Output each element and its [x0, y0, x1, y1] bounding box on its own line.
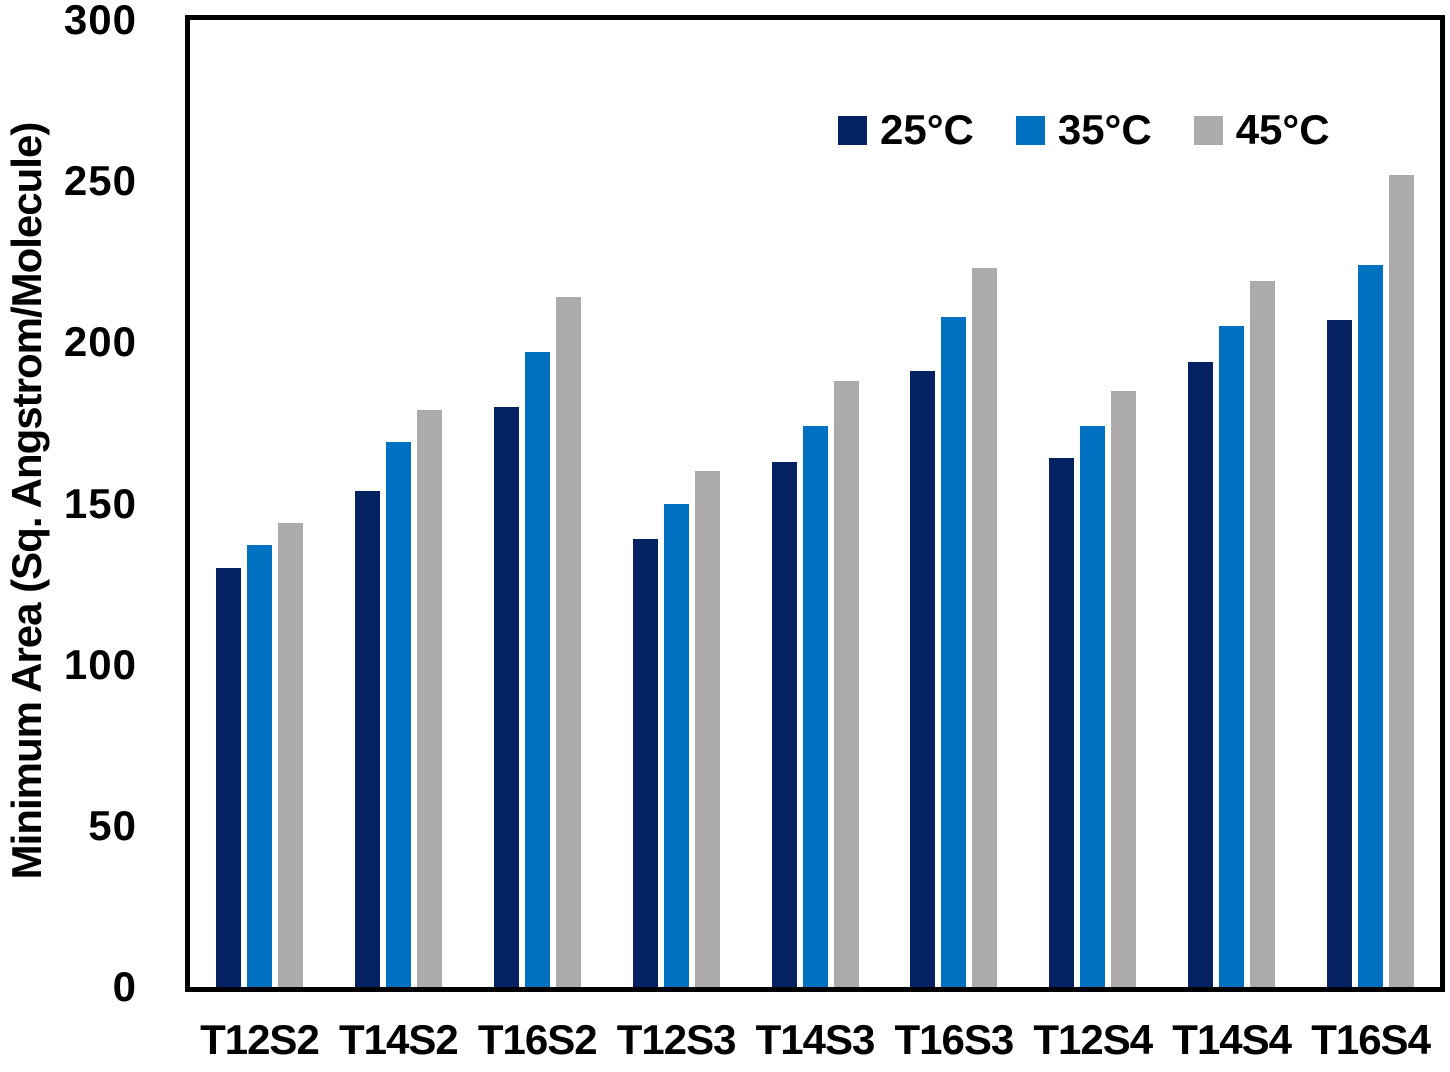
bar-T14S4-25°C	[1188, 361, 1214, 987]
bar-group-T16S2	[468, 20, 607, 987]
bar-group-T14S3	[746, 20, 885, 987]
bar-T12S2-35°C	[246, 545, 272, 987]
bar-T16S2-45°C	[555, 297, 581, 987]
bar-group-T16S4	[1301, 20, 1440, 987]
legend: 25°C 35°C 45°C	[838, 106, 1330, 154]
legend-item-25°C: 25°C	[838, 106, 974, 154]
bar-T14S3-25°C	[771, 461, 797, 987]
bar-T14S2-45°C	[416, 410, 442, 987]
legend-swatch-45°C	[1193, 115, 1223, 145]
bar-T14S2-35°C	[385, 442, 411, 987]
x-tick-T16S3: T16S3	[894, 1016, 1015, 1063]
bar-T12S2-25°C	[215, 567, 241, 987]
bar-T12S3-45°C	[694, 471, 720, 987]
x-tick-T14S2: T14S2	[338, 1016, 459, 1063]
bar-T16S3-35°C	[941, 316, 967, 987]
x-tick-T16S2: T16S2	[477, 1016, 598, 1063]
bar-T12S3-35°C	[663, 503, 689, 987]
x-tick-T14S4: T14S4	[1172, 1016, 1292, 1063]
legend-item-45°C: 45°C	[1193, 106, 1330, 154]
bar-group-T12S4	[1023, 20, 1162, 987]
bar-groups	[190, 20, 1440, 987]
x-tick-T12S2: T12S2	[200, 1016, 320, 1063]
bar-group-T12S2	[190, 20, 329, 987]
y-tick-300: 300	[63, 0, 137, 43]
bar-T16S2-25°C	[493, 406, 519, 987]
y-tick-200: 200	[63, 318, 137, 366]
x-tick-T12S3: T12S3	[616, 1016, 737, 1063]
bar-T12S4-45°C	[1111, 390, 1137, 987]
bar-T12S3-25°C	[632, 538, 658, 987]
x-tick-T14S3: T14S3	[755, 1016, 876, 1063]
y-tick-100: 100	[63, 640, 137, 688]
x-axis-tick-labels: T12S2 T14S2 T16S2 T12S3 T14S3 T16S3 T12S4 T14S4…	[190, 1016, 1440, 1064]
legend-label-35°C: 35°C	[1057, 106, 1152, 153]
bar-T14S2-25°C	[354, 490, 380, 987]
legend-label-25°C: 25°C	[880, 106, 974, 153]
bar-T14S3-45°C	[833, 381, 859, 987]
y-tick-50: 50	[88, 801, 137, 849]
legend-label-45°C: 45°C	[1235, 106, 1330, 153]
bar-group-T16S3	[884, 20, 1023, 987]
bar-T12S2-45°C	[277, 522, 303, 987]
plot-area: 25°C 35°C 45°C	[185, 15, 1445, 992]
y-tick-250: 250	[63, 157, 137, 205]
legend-item-35°C: 35°C	[1015, 106, 1152, 154]
bar-group-T14S4	[1162, 20, 1301, 987]
y-tick-0: 0	[112, 963, 137, 1010]
legend-swatch-35°C	[1015, 115, 1045, 145]
bar-T16S2-35°C	[524, 352, 550, 987]
bar-T14S4-35°C	[1219, 326, 1245, 987]
bar-T16S3-25°C	[910, 371, 936, 987]
x-tick-T16S4: T16S4	[1311, 1016, 1431, 1063]
bar-T14S4-45°C	[1250, 281, 1276, 987]
bar-T16S3-45°C	[972, 268, 998, 987]
bar-T16S4-35°C	[1358, 264, 1384, 987]
x-tick-T12S4: T12S4	[1033, 1016, 1153, 1063]
bar-T16S4-45°C	[1389, 174, 1415, 987]
bar-T16S4-25°C	[1327, 319, 1353, 987]
bar-T12S4-25°C	[1049, 458, 1075, 987]
bar-T14S3-35°C	[802, 426, 828, 987]
bar-group-T14S2	[329, 20, 468, 987]
legend-swatch-25°C	[838, 115, 867, 145]
bar-group-T12S3	[607, 20, 746, 987]
bar-T12S4-35°C	[1080, 426, 1106, 987]
y-tick-150: 150	[63, 479, 137, 527]
